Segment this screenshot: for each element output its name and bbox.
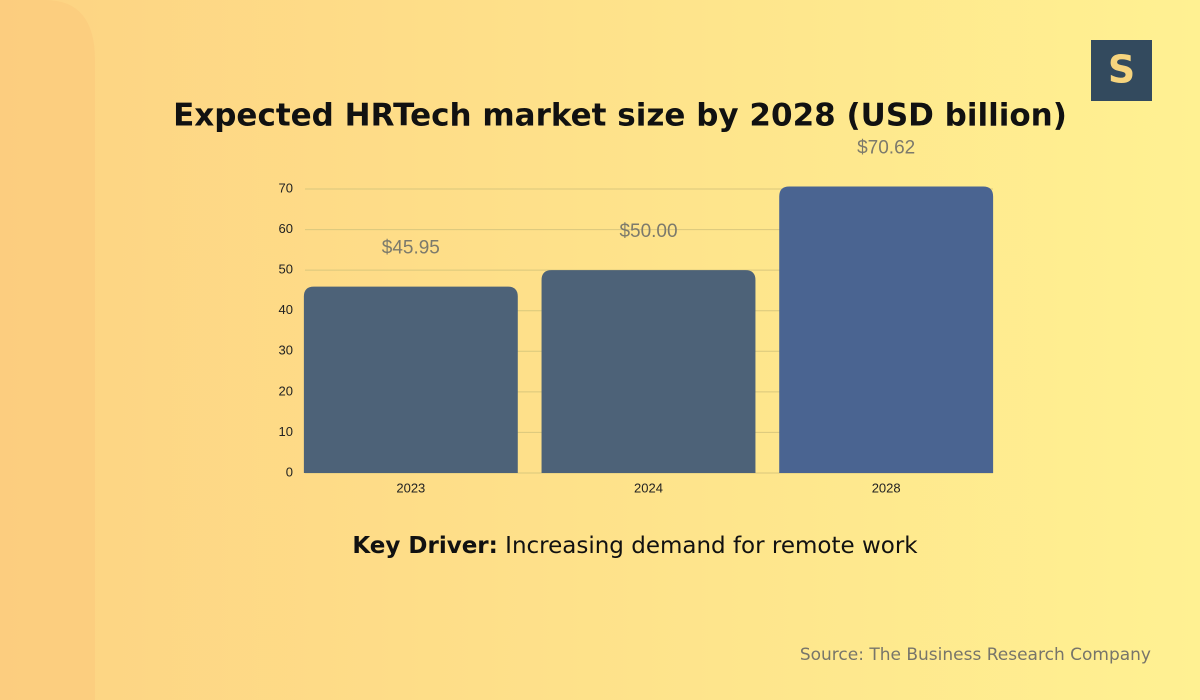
source: Source: The Business Research Company: [800, 645, 1151, 665]
logo-box: [1091, 40, 1152, 101]
y-tick-label: 40: [279, 302, 293, 317]
x-tick-label: 2023: [396, 480, 425, 495]
value-label: $50.00: [619, 221, 677, 242]
x-tick-label: 2024: [634, 480, 663, 495]
y-tick-label: 10: [279, 424, 293, 439]
annotation-text: Increasing demand for remote work: [505, 533, 918, 559]
value-label: $70.62: [857, 138, 915, 159]
y-tick-label: 0: [286, 464, 293, 479]
annotation-label: Key Driver:: [352, 533, 497, 559]
bar: [541, 270, 756, 473]
value-label: $45.95: [382, 238, 440, 259]
annotation: Key Driver: Increasing demand for remote…: [352, 533, 918, 559]
bar: [303, 286, 518, 473]
side-strip: [0, 0, 95, 700]
y-tick-label: 20: [279, 383, 293, 398]
logo: S: [1108, 48, 1135, 92]
y-tick-label: 60: [279, 221, 293, 236]
y-tick-label: 50: [279, 262, 293, 277]
bar: [779, 186, 994, 474]
y-tick-label: 30: [279, 343, 293, 358]
chart-title: Expected HRTech market size by 2028 (USD…: [173, 98, 1067, 134]
y-tick-label: 70: [279, 180, 293, 195]
x-tick-label: 2028: [872, 480, 901, 495]
